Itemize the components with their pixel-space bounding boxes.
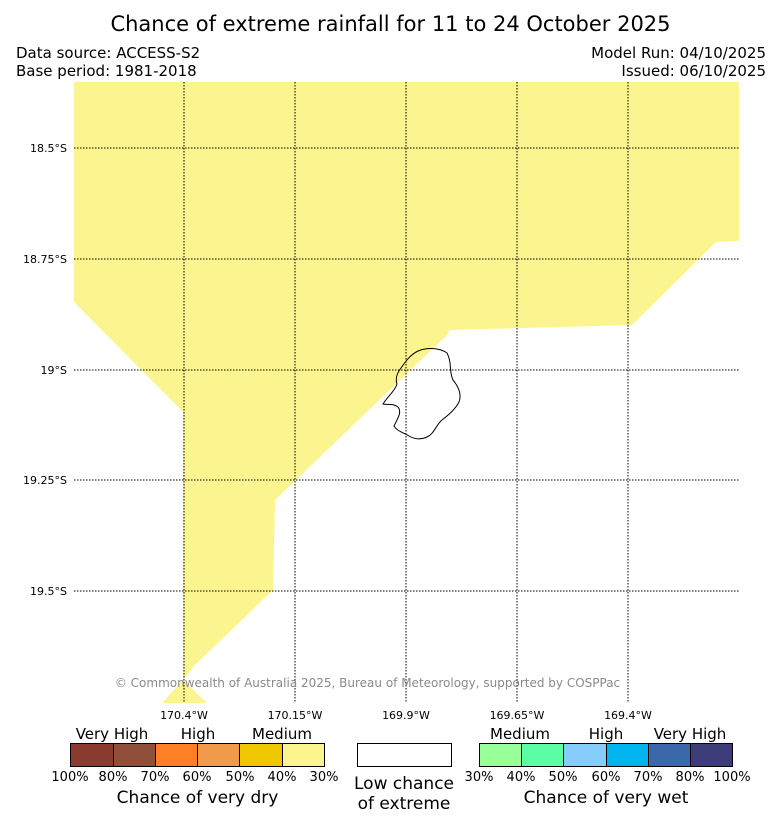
legend-wet-swatch — [563, 743, 607, 767]
legend-dry-tick: 50% — [225, 770, 255, 785]
legend-wet-tick: 50% — [548, 770, 578, 785]
legend-dry-swatch — [113, 743, 156, 767]
lon-label: 169.4°W — [604, 709, 652, 722]
legend-dry-swatch — [155, 743, 198, 767]
legend-dry-tick: 100% — [51, 770, 89, 785]
legend-dry-swatch — [239, 743, 283, 767]
island-outline — [382, 348, 461, 440]
legend-dry-tick: 30% — [309, 770, 339, 785]
data-source-text: Data source: ACCESS-S2 — [16, 44, 201, 62]
legend-dry-category: Medium — [252, 725, 312, 743]
legend-wet-swatch — [648, 743, 691, 767]
gridlines — [74, 82, 739, 703]
map-title: Chance of extreme rainfall for 11 to 24 … — [110, 12, 671, 36]
lon-label: 170.4°W — [160, 709, 208, 722]
legend-low-caption: Low chance of extreme — [334, 774, 474, 814]
legend-wet-swatch — [479, 743, 522, 767]
legend-dry-tick: 60% — [182, 770, 212, 785]
legend-dry-swatch — [70, 743, 114, 767]
legend-dry-tick: 80% — [98, 770, 128, 785]
lon-label: 169.65°W — [489, 709, 545, 722]
legend-dry-tick: 70% — [140, 770, 170, 785]
meta-right: Model Run: 04/10/2025 Issued: 06/10/2025 — [591, 44, 766, 80]
legend-wet-swatch — [606, 743, 649, 767]
legend-wet-category: Very High — [653, 725, 727, 743]
lat-label: 19.25°S — [23, 474, 67, 487]
lat-label: 19°S — [40, 364, 67, 377]
lon-label: 169.9°W — [382, 709, 430, 722]
legend-wet-tick: 60% — [591, 770, 621, 785]
legend-wet-tick: 30% — [464, 770, 494, 785]
legend-wet-tick: 40% — [506, 770, 536, 785]
legend-dry-caption: Chance of very dry — [116, 788, 279, 808]
base-period-text: Base period: 1981-2018 — [16, 62, 197, 80]
legend-dry-swatch — [197, 743, 240, 767]
lat-label: 18.5°S — [30, 142, 67, 155]
legend-wet-tick: 100% — [713, 770, 751, 785]
legend-wet-swatch — [690, 743, 733, 767]
legend-wet-tick: 70% — [633, 770, 663, 785]
legend-wet-caption: Chance of very wet — [523, 788, 689, 808]
legend-dry-category: High — [180, 725, 216, 743]
legend-wet-tick: 80% — [675, 770, 705, 785]
lon-label: 170.15°W — [267, 709, 323, 722]
legend-low-caption-line1: Low chance — [354, 774, 454, 794]
legend-wet-category: Medium — [490, 725, 550, 743]
meta-left: Data source: ACCESS-S2 Base period: 1981… — [16, 44, 200, 80]
legend-low-caption-line2: of extreme — [357, 794, 451, 814]
lat-label: 19.5°S — [30, 585, 67, 598]
legend-dry-tick: 40% — [267, 770, 297, 785]
legend-wet-swatch — [521, 743, 564, 767]
issued-text: Issued: 06/10/2025 — [621, 62, 766, 80]
legend-wet-category: High — [588, 725, 624, 743]
copyright-text: © Commonwealth of Australia 2025, Bureau… — [114, 676, 621, 690]
legend-dry-category: Very High — [75, 725, 149, 743]
legend-low-swatch — [357, 743, 452, 767]
legend-dry-swatch — [282, 743, 325, 767]
lat-label: 18.75°S — [23, 253, 67, 266]
dry-medium-region — [74, 82, 739, 703]
model-run-text: Model Run: 04/10/2025 — [591, 44, 766, 62]
